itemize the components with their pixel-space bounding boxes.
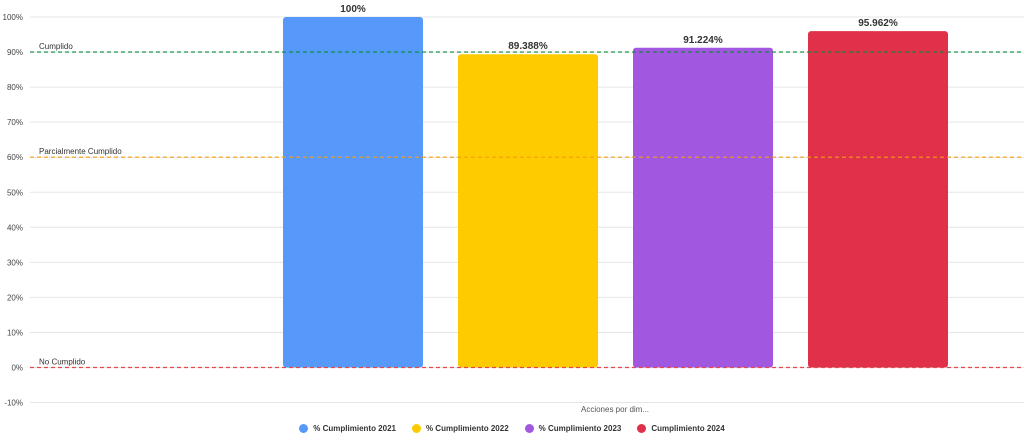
x-axis-label: Acciones por dim... [581, 405, 649, 414]
y-tick-label: 60% [7, 153, 23, 162]
data-label: 100% [340, 4, 366, 15]
legend-swatch [411, 424, 421, 433]
chart-legend: % Cumplimiento 2021 % Cumplimiento 2022 % … [0, 424, 1024, 433]
reference-line-label: No Cumplido [39, 358, 86, 367]
legend-label: % Cumplimiento 2021 [313, 424, 396, 433]
y-tick-label: 90% [7, 48, 23, 57]
y-axis-ticks: -10% 0% 10% 20% 30% 40% 50% 60% 70% 80% 90% 100% [3, 13, 23, 408]
y-tick-label: -10% [4, 399, 23, 408]
y-tick-label: 0% [11, 364, 23, 373]
data-label: 89.388% [508, 41, 548, 52]
data-label: 95.962% [858, 18, 898, 29]
y-tick-label: 20% [7, 293, 23, 302]
bar [458, 54, 598, 368]
y-tick-label: 50% [7, 188, 23, 197]
y-tick-label: 100% [3, 13, 23, 22]
y-tick-label: 80% [7, 83, 23, 92]
y-tick-label: 30% [7, 258, 23, 267]
bars [283, 17, 948, 368]
bar [283, 17, 423, 368]
data-label: 91.224% [683, 35, 723, 46]
legend-label: Cumplimiento 2024 [651, 424, 725, 433]
legend-item[interactable]: Cumplimiento 2024 [637, 424, 725, 433]
legend-label: % Cumplimiento 2022 [425, 424, 509, 433]
legend-item[interactable]: % Cumplimiento 2021 [299, 424, 396, 433]
reference-lines: Cumplido Parcialmente Cumplido No Cumplido [30, 42, 1024, 369]
legend-item[interactable]: % Cumplimiento 2023 [524, 424, 622, 433]
bar [808, 31, 948, 368]
y-tick-label: 70% [7, 118, 23, 127]
legend-label: % Cumplimiento 2023 [538, 424, 622, 433]
bar [633, 47, 773, 368]
legend-swatch [637, 424, 647, 433]
y-tick-label: 10% [7, 328, 23, 337]
legend-item[interactable]: % Cumplimiento 2022 [411, 424, 509, 433]
reference-line-label: Parcialmente Cumplido [39, 147, 122, 156]
legend-swatch [299, 424, 309, 433]
y-tick-label: 40% [7, 223, 23, 232]
data-labels: 100% 89.388% 91.224% 95.962% [340, 4, 898, 52]
legend-swatch [524, 424, 534, 433]
reference-line-label: Cumplido [39, 42, 73, 51]
